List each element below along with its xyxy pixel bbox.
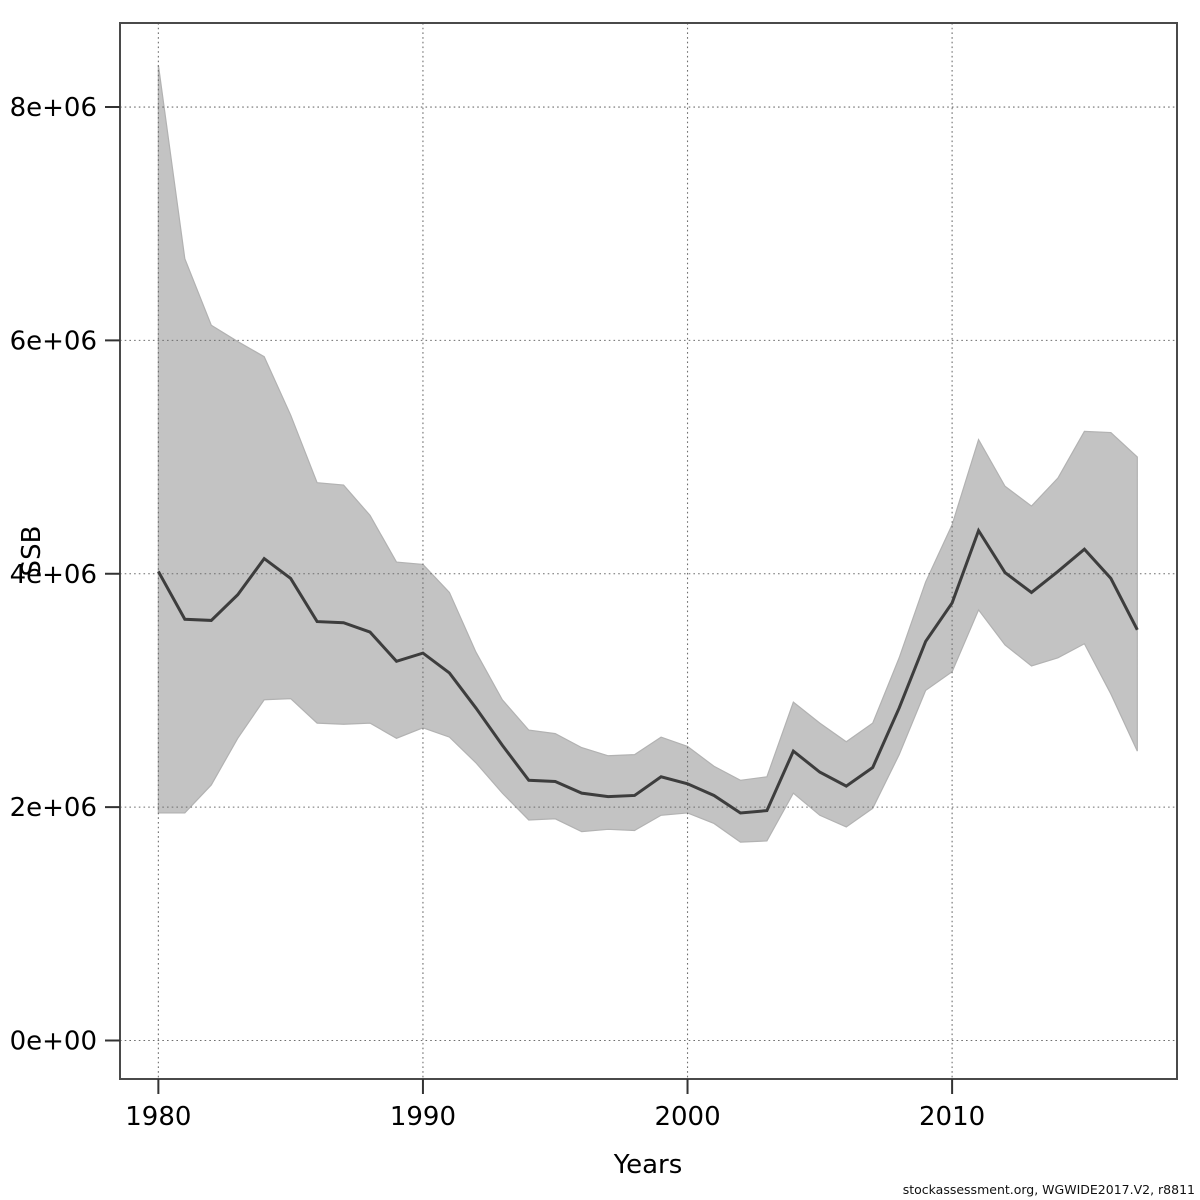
median-line-layer: [157, 527, 1139, 815]
ssb-median-line: [157, 527, 1139, 815]
y-tick-label: 0e+00: [10, 1026, 97, 1056]
footer-credit: stockassessment.org, WGWIDE2017.V2, r881…: [903, 1182, 1195, 1197]
x-tick-label: 2010: [919, 1102, 985, 1132]
x-tick-label: 2000: [654, 1102, 720, 1132]
axis-layer: 1980 1990 2000 2010 0e+00 2e+06 4e+06 6e+06 8e+0…: [10, 22, 1178, 1132]
confidence-band-layer: [157, 64, 1138, 843]
y-tick-label: 6e+06: [10, 326, 97, 356]
gridline-layer: [120, 23, 1177, 1079]
y-tick-label: 2e+06: [10, 793, 97, 823]
plot-border: [119, 22, 1178, 1080]
y-axis-title: SSB: [17, 526, 47, 577]
y-tick-label: 8e+06: [10, 93, 97, 123]
x-tick-label: 1990: [390, 1102, 456, 1132]
y-tick-label: 4e+06: [10, 560, 97, 590]
x-tick-label: 1980: [125, 1102, 191, 1132]
x-axis-title: Years: [613, 1150, 683, 1180]
confidence-band: [157, 64, 1138, 843]
